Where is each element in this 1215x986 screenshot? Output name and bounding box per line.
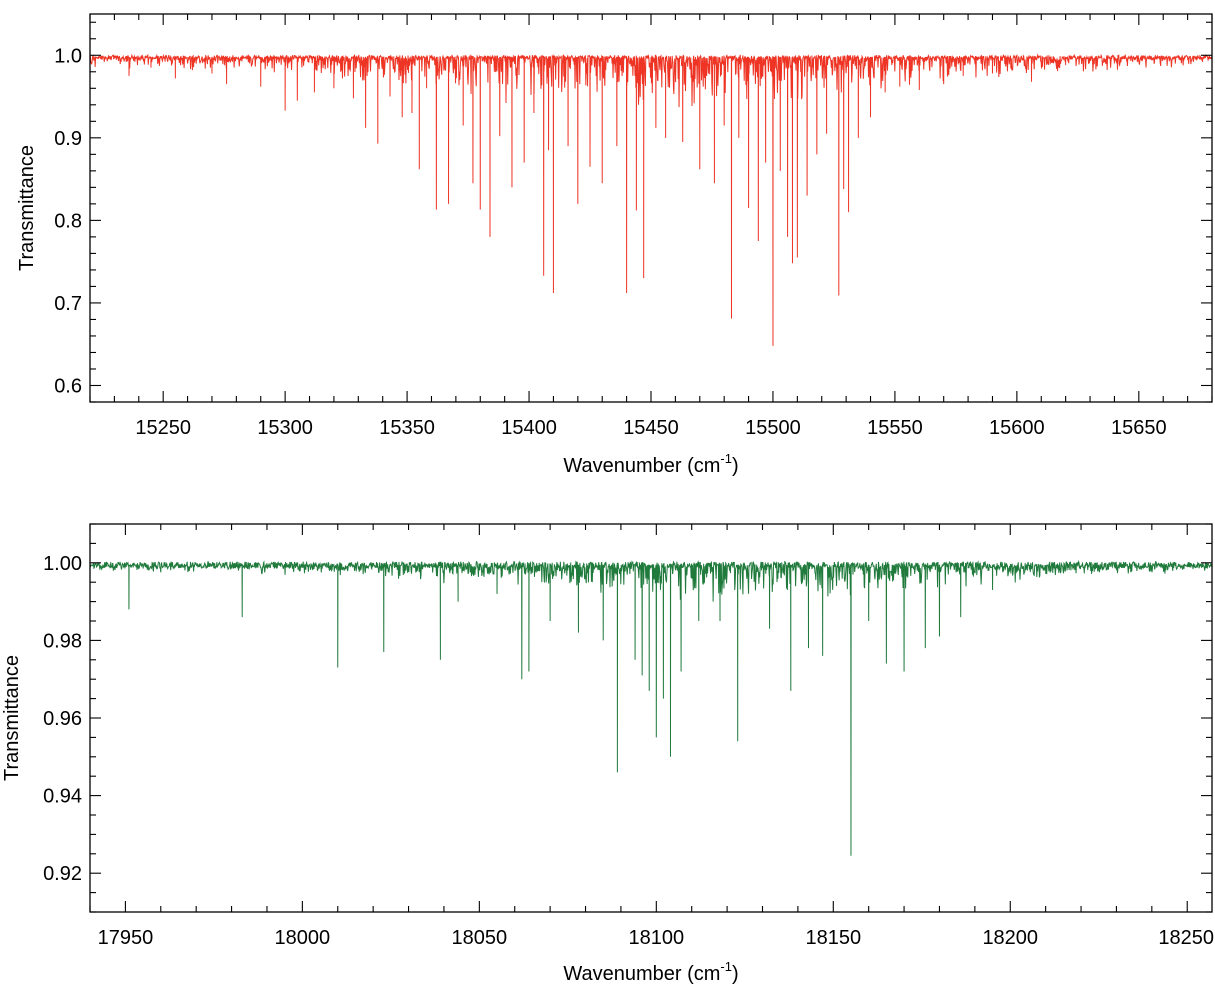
y-tick-label: 0.9: [54, 128, 82, 150]
bottom-x-tick-labels: 17950 18000 18050 18100 18150 18200 18250: [98, 927, 1214, 949]
x-tick-label: 18100: [628, 927, 684, 949]
bottom-x-axis-unit: (cm: [687, 963, 720, 985]
x-tick-label: 15350: [379, 417, 435, 439]
y-tick-label: 0.6: [54, 375, 82, 397]
top-y-axis-title: Transmittance: [16, 145, 38, 271]
y-tick-label: 0.92: [43, 863, 82, 885]
x-tick-label: 15400: [501, 417, 557, 439]
x-tick-label: 17950: [98, 927, 154, 949]
top-x-tick-labels: 15250 15300 15350 15400 15450 15500 15550 15600…: [135, 417, 1166, 439]
bottom-axis-ticks: [89, 523, 1212, 913]
x-tick-label: 18200: [982, 927, 1038, 949]
y-tick-label: 1.00: [43, 553, 82, 575]
x-tick-label: 15600: [989, 417, 1045, 439]
x-tick-label: 15300: [257, 417, 313, 439]
y-tick-label: 0.7: [54, 293, 82, 315]
x-tick-label: 18150: [805, 927, 861, 949]
top-axis-ticks: [89, 14, 1213, 403]
bottom-x-axis-unit-exp: -1: [720, 959, 732, 974]
bottom-x-axis-unit-close: ): [732, 963, 739, 985]
y-tick-label: 0.94: [43, 786, 82, 808]
bottom-x-axis-label: Wavenumber: [563, 963, 682, 985]
top-spectrum-series: [89, 53, 1213, 346]
bottom-spectrum-panel: 17950 18000 18050 18100 18150 18200 18250 0.92…: [1, 523, 1214, 985]
y-tick-label: 0.96: [43, 708, 82, 730]
top-x-axis-unit-close: ): [732, 455, 739, 477]
top-spectrum-panel: 15250 15300 15350 15400 15450 15500 15550 15600…: [16, 13, 1213, 477]
bottom-x-axis-title: Wavenumber (cm-1): [563, 959, 738, 985]
bottom-y-axis-title: Transmittance: [1, 655, 23, 781]
top-y-tick-labels: 0.6 0.7 0.8 0.9 1.0: [54, 45, 82, 397]
x-tick-label: 15650: [1111, 417, 1167, 439]
x-tick-label: 18050: [452, 927, 508, 949]
top-x-axis-unit: (cm: [687, 455, 720, 477]
spectrum-line: [89, 53, 1213, 346]
x-tick-label: 15450: [623, 417, 679, 439]
x-tick-label: 18000: [275, 927, 331, 949]
spectrum-line: [89, 559, 1213, 856]
top-x-axis-unit-exp: -1: [720, 451, 732, 466]
x-tick-label: 15250: [135, 417, 191, 439]
top-x-axis-label: Wavenumber: [563, 455, 682, 477]
x-tick-label: 15500: [745, 417, 801, 439]
y-tick-label: 0.8: [54, 210, 82, 232]
top-x-axis-title: Wavenumber (cm-1): [563, 451, 738, 477]
y-tick-label: 1.0: [54, 45, 82, 67]
bottom-y-tick-labels: 0.92 0.94 0.96 0.98 1.00: [43, 553, 82, 885]
y-tick-label: 0.98: [43, 630, 82, 652]
bottom-spectrum-series: [89, 559, 1213, 856]
x-tick-label: 15550: [867, 417, 923, 439]
x-tick-label: 18250: [1158, 927, 1214, 949]
bottom-plot-frame: [89, 523, 1213, 913]
